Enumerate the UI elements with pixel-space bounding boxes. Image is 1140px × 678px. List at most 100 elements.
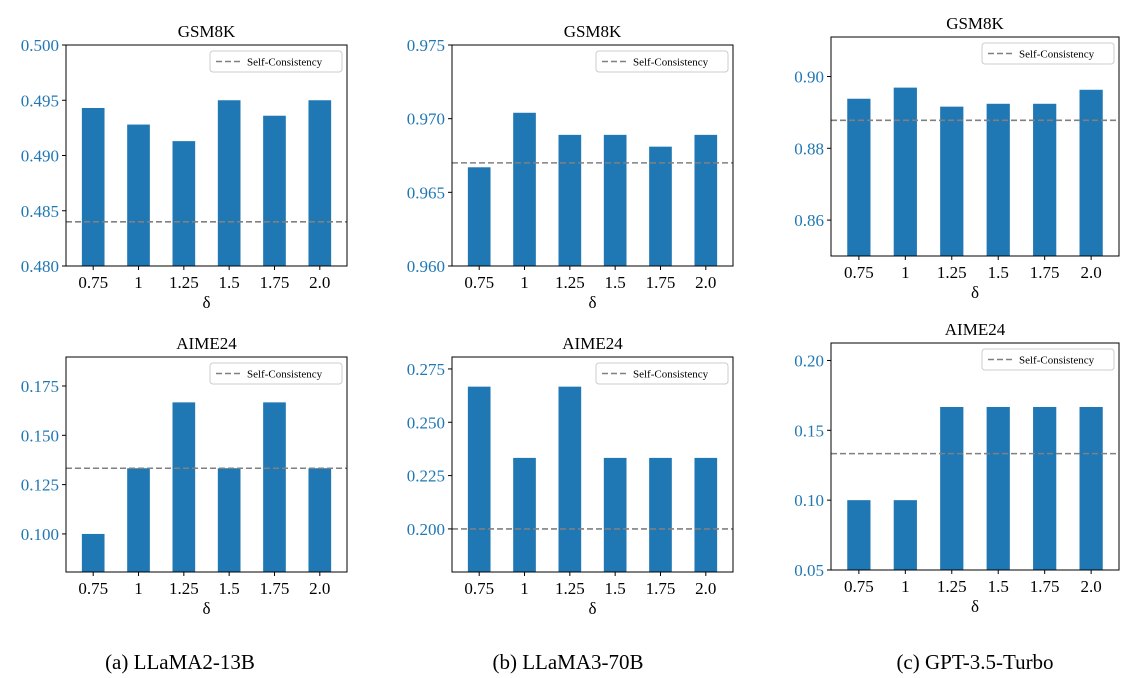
bar	[263, 115, 286, 266]
x-tick-label: 1.75	[646, 273, 676, 292]
subplot-4: 0.200 0.225 0.250 0.275 0.75 1 1.25 1.5 1.75 2.0 δ…	[407, 334, 734, 618]
bar	[847, 98, 871, 256]
legend-box	[209, 50, 343, 73]
x-tick-label: 1.5	[988, 263, 1009, 282]
subplot-3: 0.100 0.125 0.150 0.175 0.75 1 1.25 1.5 1.75 2.0 δ…	[21, 334, 348, 618]
x-tick-label: 0.75	[78, 273, 108, 292]
bar	[893, 87, 917, 257]
y-tick-label: 0.485	[21, 202, 59, 221]
legend-label: Self-Consistency	[1019, 355, 1095, 367]
bar	[649, 457, 672, 572]
x-tick-label: 0.75	[464, 579, 494, 598]
x-tick-label: 1.75	[646, 579, 676, 598]
y-tick-label: 0.125	[21, 476, 59, 495]
bar	[1079, 406, 1103, 570]
y-tick-label: 0.15	[794, 421, 824, 440]
x-tick-label: 0.75	[844, 577, 874, 596]
y-tick-label: 0.05	[794, 561, 824, 580]
axes-frame	[65, 44, 348, 267]
legend-box	[981, 348, 1115, 371]
x-tick-label: 1.75	[1030, 577, 1060, 596]
x-tick-label: 1.75	[260, 273, 290, 292]
y-tick-label: 0.495	[21, 91, 59, 110]
caption-c: (c) GPT-3.5-Turbo	[896, 650, 1053, 674]
bar	[940, 406, 964, 570]
caption-b: (b) LLaMA3-70B	[492, 650, 643, 674]
legend-box	[981, 42, 1115, 65]
bar	[694, 457, 718, 572]
x-tick-label: 1.5	[219, 579, 240, 598]
x-tick-label: 0.75	[78, 579, 108, 598]
x-axis-label: δ	[971, 283, 979, 302]
x-tick-label: 1.5	[219, 273, 240, 292]
y-tick-label: 0.225	[407, 467, 445, 486]
legend-label: Self-Consistency	[247, 369, 323, 381]
subplot-title: AIME24	[176, 334, 237, 353]
legend-box	[595, 50, 729, 73]
bar	[986, 103, 1010, 257]
bar	[649, 146, 672, 266]
bar	[81, 533, 105, 572]
bar	[467, 167, 491, 266]
x-tick-label: 1	[901, 577, 910, 596]
x-tick-label: 2.0	[309, 273, 330, 292]
subplot-title: GSM8K	[564, 22, 622, 41]
y-tick-label: 0.480	[21, 257, 59, 276]
x-axis-label: δ	[588, 599, 596, 618]
bar	[308, 468, 332, 572]
bar	[308, 100, 332, 266]
bar	[940, 106, 964, 257]
x-tick-label: 1.25	[555, 273, 585, 292]
x-tick-label: 1.75	[1030, 263, 1060, 282]
bar	[513, 112, 536, 266]
y-tick-label: 0.10	[794, 491, 824, 510]
subplot-1: 0.960 0.965 0.970 0.975 0.75 1 1.25 1.5 1.75 2.0 δ…	[407, 22, 734, 312]
x-tick-label: 1.25	[169, 579, 199, 598]
y-tick-label: 0.100	[21, 525, 59, 544]
y-tick-label: 0.200	[407, 520, 445, 539]
x-tick-label: 1.25	[937, 263, 967, 282]
x-tick-label: 2.0	[695, 579, 716, 598]
caption-a: (a) LLaMA2-13B	[105, 650, 255, 674]
y-tick-label: 0.86	[794, 211, 824, 230]
bar	[217, 100, 241, 266]
y-tick-label: 0.970	[407, 110, 445, 129]
bar	[694, 134, 718, 266]
x-tick-label: 2.0	[695, 273, 716, 292]
x-axis-label: δ	[202, 293, 210, 312]
legend-label: Self-Consistency	[633, 57, 709, 69]
bar	[467, 386, 491, 572]
subplot-2: 0.86 0.88 0.90 0.75 1 1.25 1.5 1.75 2.0 δ GSM8K Sel…	[794, 14, 1120, 302]
x-axis-label: δ	[202, 599, 210, 618]
y-tick-label: 0.175	[21, 377, 59, 396]
y-tick-label: 0.965	[407, 183, 445, 202]
x-tick-label: 2.0	[1081, 577, 1102, 596]
x-tick-label: 1.25	[169, 273, 199, 292]
subplot-5: 0.05 0.10 0.15 0.20 0.75 1 1.25 1.5 1.75 2.0 δ AIME…	[794, 320, 1120, 616]
legend-label: Self-Consistency	[1019, 49, 1095, 61]
bar	[217, 468, 241, 572]
bar	[1033, 406, 1057, 570]
y-tick-label: 0.90	[794, 67, 824, 86]
y-tick-label: 0.275	[407, 360, 445, 379]
y-tick-label: 0.20	[794, 351, 824, 370]
x-axis-label: δ	[588, 293, 596, 312]
x-tick-label: 1	[134, 579, 143, 598]
axes-frame	[65, 356, 348, 573]
subplot-title: GSM8K	[946, 14, 1004, 33]
bar	[603, 134, 627, 266]
x-tick-label: 1	[520, 579, 529, 598]
x-tick-label: 1.5	[605, 579, 626, 598]
bar	[172, 402, 196, 572]
x-axis-label: δ	[971, 597, 979, 616]
x-tick-label: 1	[901, 263, 910, 282]
bar	[172, 141, 196, 266]
subplot-title: AIME24	[562, 334, 623, 353]
axes-frame	[451, 44, 734, 267]
x-tick-label: 1	[520, 273, 529, 292]
subplot-title: GSM8K	[178, 22, 236, 41]
y-tick-label: 0.490	[21, 147, 59, 166]
legend-box	[209, 362, 343, 385]
bar	[81, 107, 105, 266]
